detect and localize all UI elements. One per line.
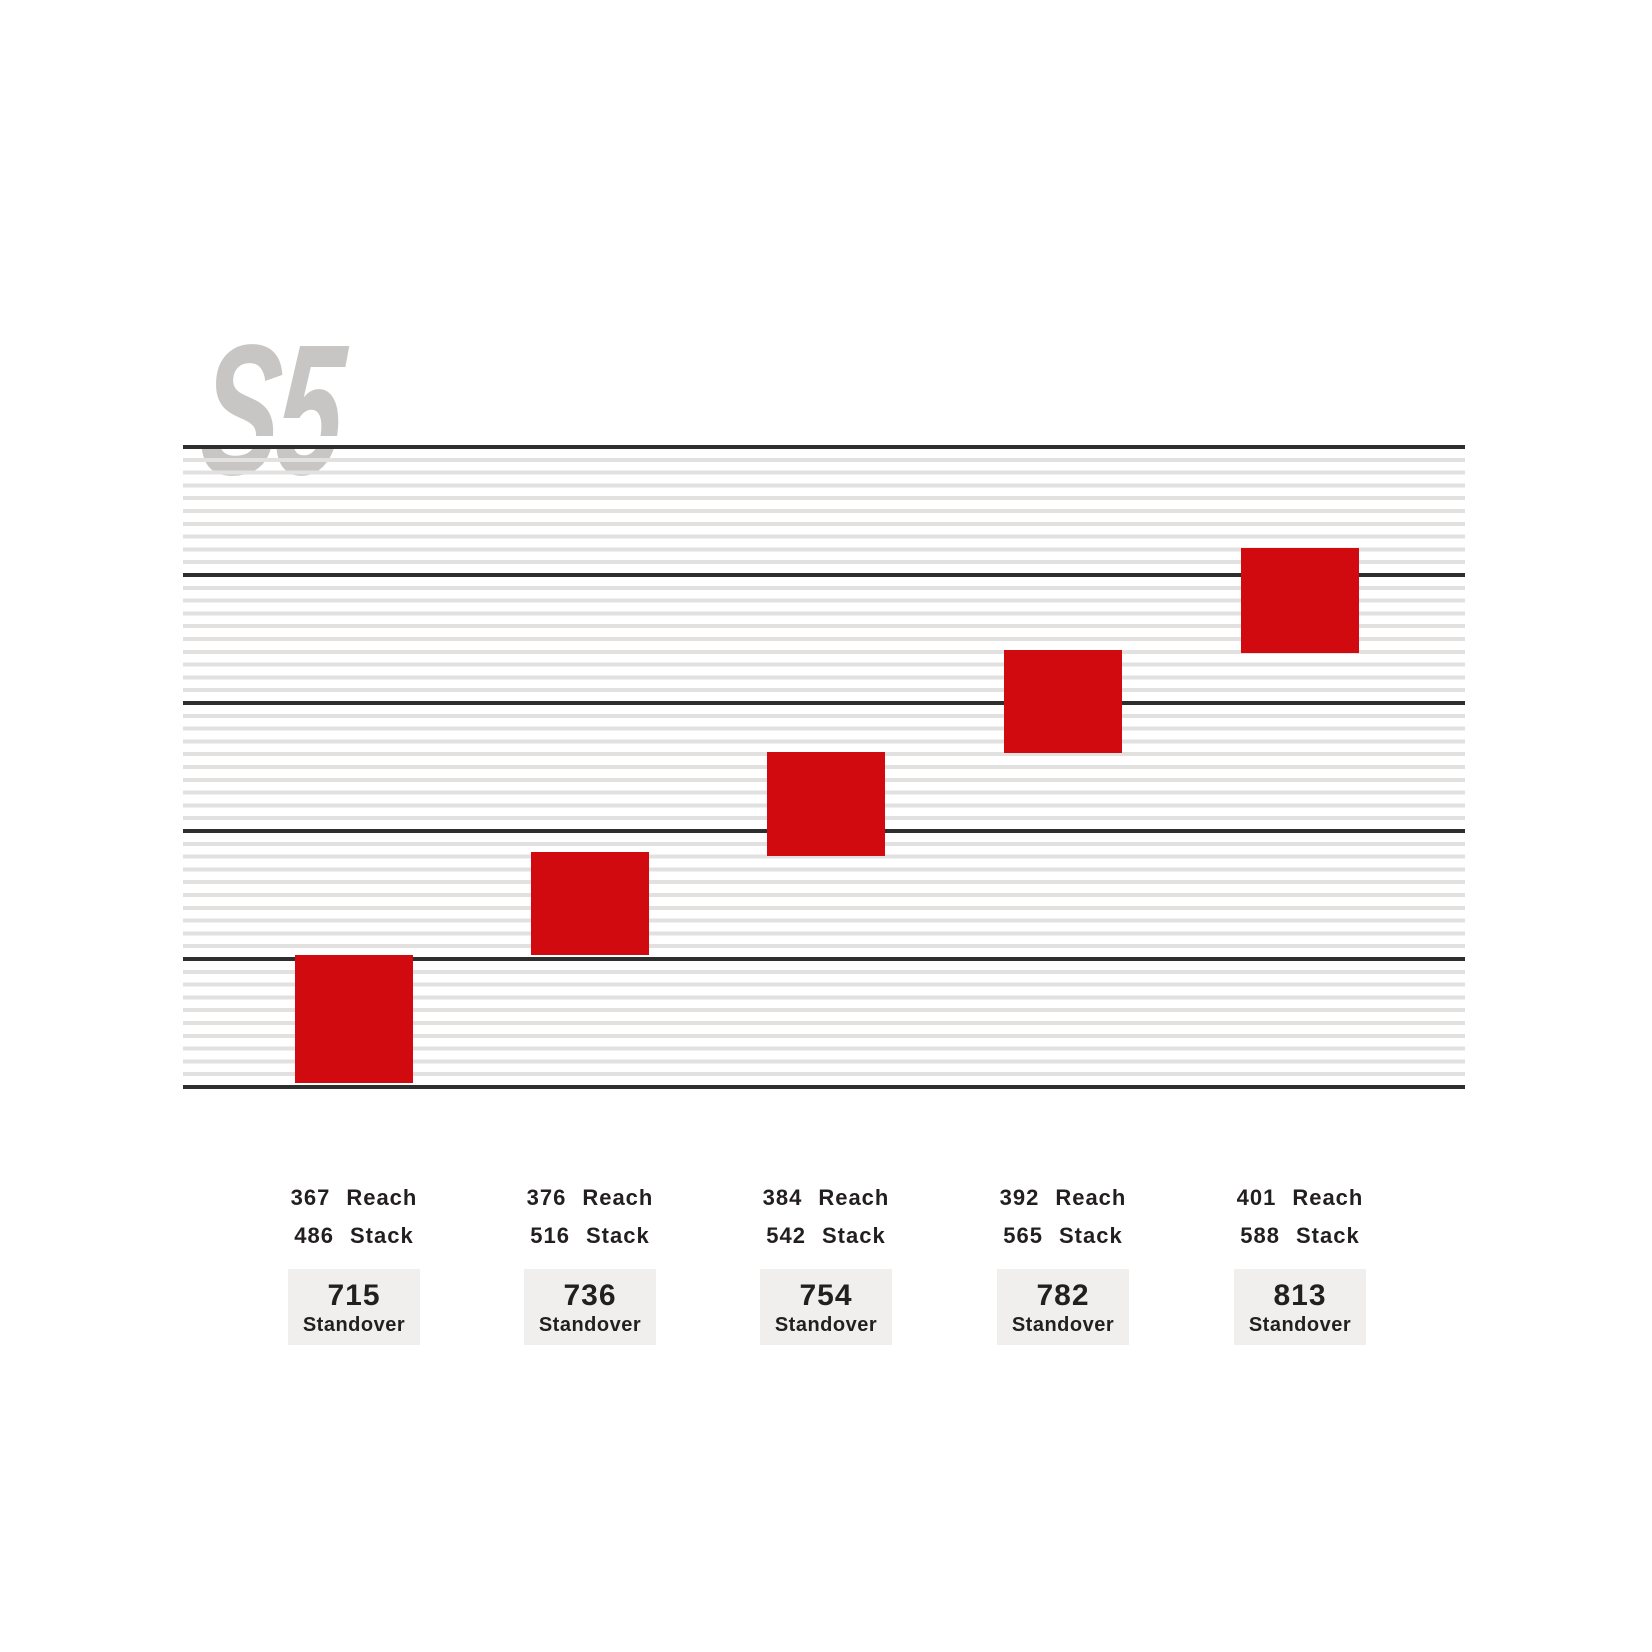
standover-value: 736 <box>563 1278 617 1312</box>
reach-line: 384 Reach <box>726 1185 926 1210</box>
size-2-marker <box>531 852 649 955</box>
stack-label: Stack <box>1059 1223 1123 1249</box>
size-3-marker <box>767 752 885 856</box>
stack-value: 542 <box>766 1223 806 1249</box>
stack-label: Stack <box>1296 1223 1360 1249</box>
standover-label: Standover <box>1011 1313 1115 1336</box>
reach-value: 376 <box>526 1185 567 1210</box>
stack-line: 516 Stack <box>490 1223 690 1249</box>
reach-line: 367 Reach <box>254 1185 454 1210</box>
stack-value: 516 <box>530 1223 570 1249</box>
stack-label: Stack <box>822 1223 886 1249</box>
reach-value: 392 <box>999 1185 1040 1210</box>
standover-label: Standover <box>1248 1313 1352 1336</box>
size-1-column: 367 Reach 486 Stack 715 Standover <box>254 1185 454 1346</box>
stack-value: 565 <box>1003 1223 1043 1249</box>
size-2-column: 376 Reach 516 Stack 736 Standover <box>490 1185 690 1346</box>
standover-value: 813 <box>1273 1278 1327 1312</box>
standover-box: 754 Standover <box>760 1269 892 1346</box>
standover-value: 782 <box>1036 1278 1090 1312</box>
standover-value: 754 <box>799 1278 853 1312</box>
reach-label: Reach <box>818 1185 890 1210</box>
stack-value: 588 <box>1240 1223 1280 1249</box>
stack-label: Stack <box>586 1223 650 1249</box>
stack-line: 486 Stack <box>254 1223 454 1249</box>
standover-box: 736 Standover <box>524 1269 656 1346</box>
logo-slit <box>183 436 423 445</box>
reach-value: 401 <box>1236 1185 1277 1210</box>
reach-label: Reach <box>582 1185 654 1210</box>
reach-line: 392 Reach <box>963 1185 1163 1210</box>
stack-line: 542 Stack <box>726 1223 926 1249</box>
stack-label: Stack <box>350 1223 414 1249</box>
standover-box: 782 Standover <box>997 1269 1129 1346</box>
reach-label: Reach <box>1292 1185 1364 1210</box>
stack-value: 486 <box>294 1223 334 1249</box>
size-5-marker <box>1241 548 1359 653</box>
reach-value: 384 <box>762 1185 803 1210</box>
standover-value: 715 <box>327 1278 381 1312</box>
size-4-marker <box>1004 650 1122 753</box>
stack-line: 588 Stack <box>1200 1223 1400 1249</box>
size-1-marker <box>295 955 413 1083</box>
stack-line: 565 Stack <box>963 1223 1163 1249</box>
reach-line: 376 Reach <box>490 1185 690 1210</box>
standover-label: Standover <box>774 1313 878 1336</box>
size-5-column: 401 Reach 588 Stack 813 Standover <box>1200 1185 1400 1346</box>
standover-box: 813 Standover <box>1234 1269 1366 1346</box>
reach-line: 401 Reach <box>1200 1185 1400 1210</box>
size-3-column: 384 Reach 542 Stack 754 Standover <box>726 1185 926 1346</box>
reach-label: Reach <box>1055 1185 1127 1210</box>
reach-value: 367 <box>290 1185 331 1210</box>
standover-box: 715 Standover <box>288 1269 420 1346</box>
standover-label: Standover <box>538 1313 642 1336</box>
reach-label: Reach <box>346 1185 418 1210</box>
standover-label: Standover <box>302 1313 406 1336</box>
size-4-column: 392 Reach 565 Stack 782 Standover <box>963 1185 1163 1346</box>
